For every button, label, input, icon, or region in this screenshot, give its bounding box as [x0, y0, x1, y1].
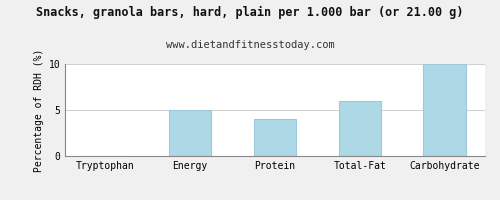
Text: Snacks, granola bars, hard, plain per 1.000 bar (or 21.00 g): Snacks, granola bars, hard, plain per 1.…	[36, 6, 464, 19]
Bar	[424, 64, 466, 156]
Bar	[254, 119, 296, 156]
Text: www.dietandfitnesstoday.com: www.dietandfitnesstoday.com	[166, 40, 334, 50]
Y-axis label: Percentage of RDH (%): Percentage of RDH (%)	[34, 48, 44, 172]
Bar	[169, 110, 212, 156]
Bar	[338, 101, 381, 156]
